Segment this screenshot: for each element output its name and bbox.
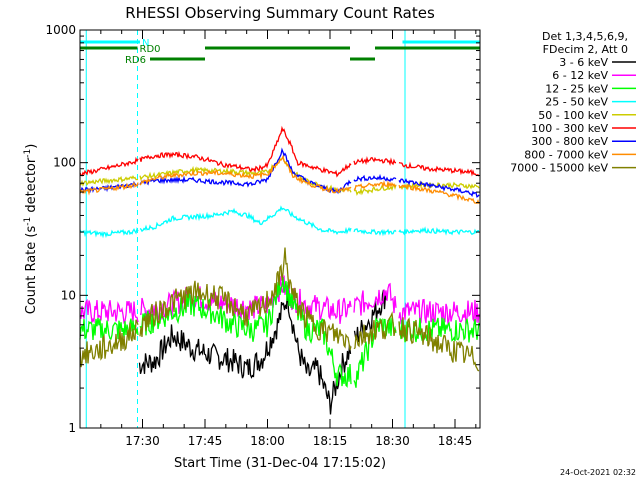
y-tick-label: 1000 — [45, 23, 76, 37]
legend-entry-label: 50 - 100 keV — [538, 109, 608, 122]
state-flag-label-1: N — [142, 38, 149, 49]
y-tick-label: 1 — [68, 421, 76, 435]
generation-timestamp: 24-Oct-2021 02:32 — [560, 468, 636, 477]
x-tick-label: 18:15 — [313, 434, 348, 448]
series-line-50-100-kev — [79, 155, 480, 196]
state-flag-label-6: RD6 — [125, 55, 146, 66]
plot-frame — [79, 29, 481, 429]
y-axis-label: Count Rate (s-1 detector-1) — [23, 144, 39, 315]
x-tick-label: 18:30 — [375, 434, 410, 448]
y-axis: 1 10 100 1000 — [45, 23, 480, 435]
x-tick-label: 18:45 — [438, 434, 473, 448]
legend-header-line-2: FDecim 2, Att 0 — [543, 43, 628, 56]
legend-entry-label: 3 - 6 keV — [559, 56, 608, 69]
legend-entry-label: 100 - 300 keV — [531, 122, 608, 135]
legend-entry-label: 25 - 50 keV — [545, 96, 608, 109]
series-line-7000-15000-kev — [79, 247, 480, 372]
chart-title: RHESSI Observing Summary Count Rates — [125, 4, 435, 22]
legend-entry-label: 6 - 12 keV — [552, 69, 608, 82]
y-tick-label: 10 — [61, 288, 76, 302]
series-line-300-800-kev — [79, 147, 480, 198]
series-line-100-300-kev — [79, 125, 480, 178]
x-tick-label: 17:45 — [188, 434, 223, 448]
y-tick-label: 100 — [53, 156, 76, 170]
x-axis: 17:30 17:45 18:00 18:15 18:30 18:45 — [100, 30, 477, 448]
legend: Det 1,3,4,5,6,9, FDecim 2, Att 0 3 - 6 k… — [510, 30, 636, 175]
series-line-12-25-kev — [79, 276, 480, 388]
state-flag-label-3: RD0 — [140, 44, 161, 55]
legend-entry-label: 800 - 7000 keV — [524, 148, 608, 161]
legend-entry-label: 7000 - 15000 keV — [510, 162, 608, 175]
series-line-25-50-kev — [79, 205, 480, 239]
legend-header-line-1: Det 1,3,4,5,6,9, — [542, 30, 628, 43]
series-line-800-7000-kev — [79, 154, 480, 205]
x-axis-label: Start Time (31-Dec-04 17:15:02) — [174, 456, 386, 471]
legend-entry-label: 300 - 800 keV — [531, 135, 608, 148]
x-tick-label: 18:00 — [250, 434, 285, 448]
legend-entry-label: 12 - 25 keV — [545, 82, 608, 95]
x-tick-label: 17:30 — [125, 434, 160, 448]
